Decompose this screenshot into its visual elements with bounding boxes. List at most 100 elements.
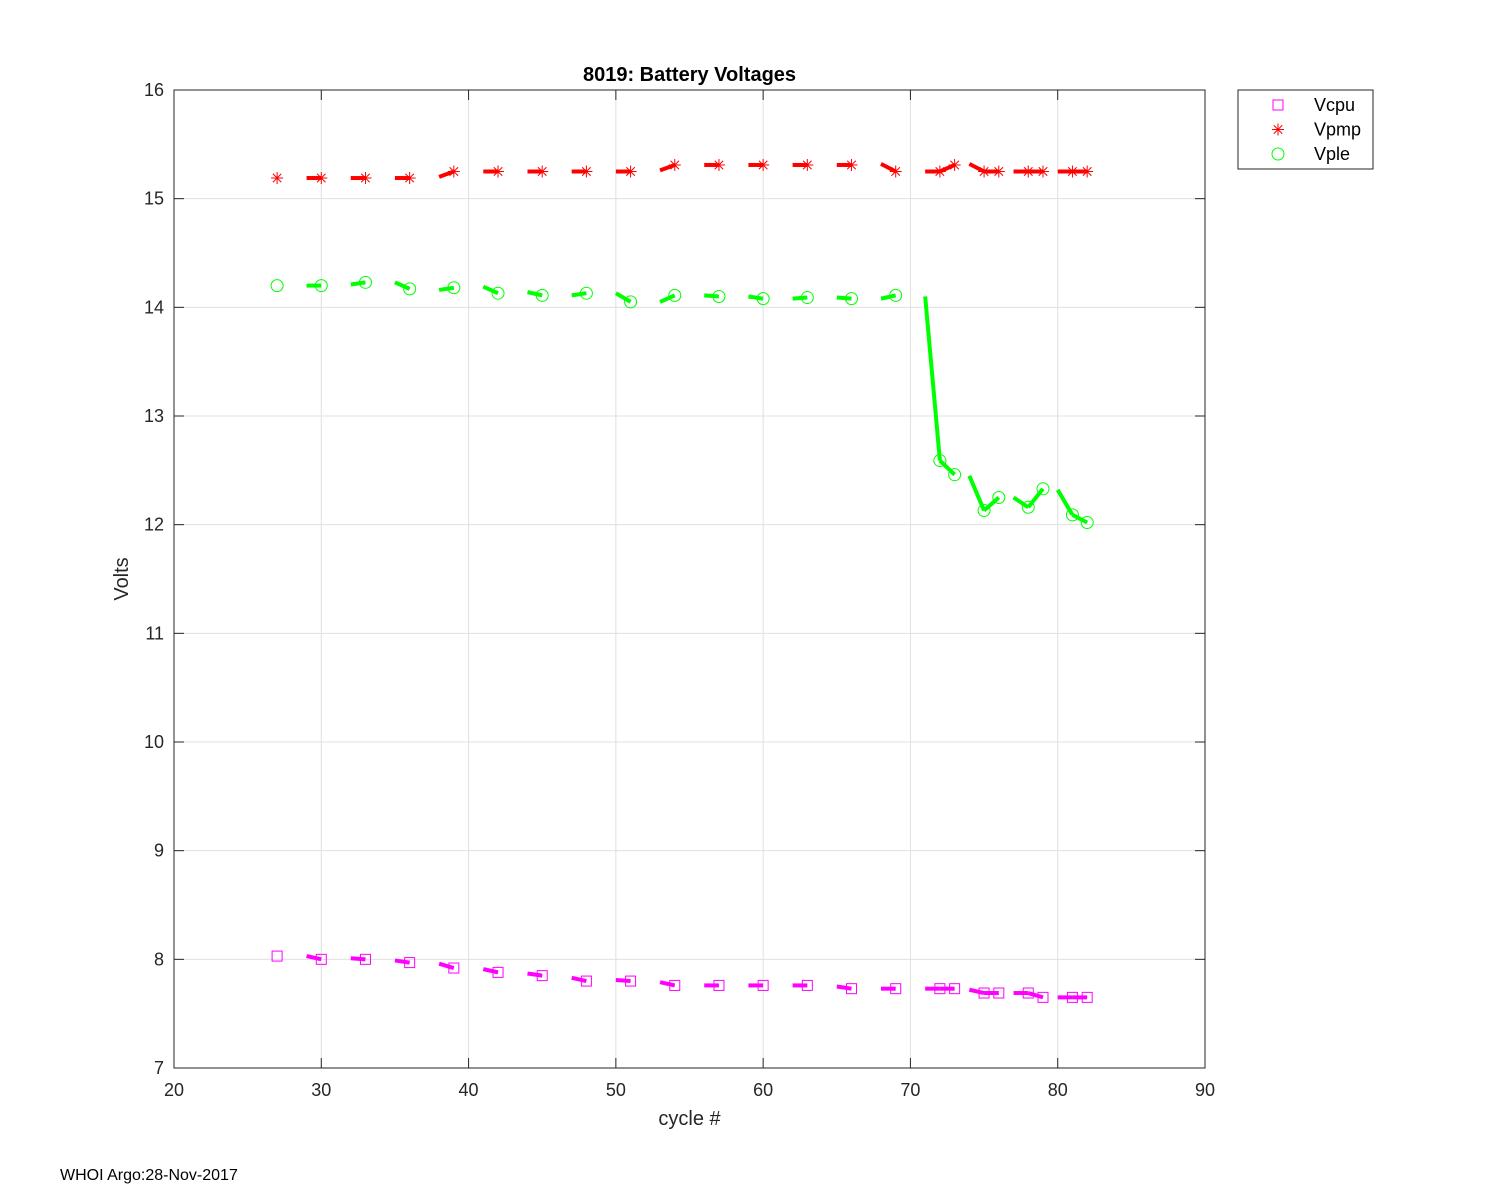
vple-point — [314, 279, 328, 293]
vcpu-segment — [968, 987, 985, 995]
vcpu-segment — [306, 954, 322, 962]
vcpu-segment — [394, 958, 410, 965]
vpmp-segment — [968, 162, 985, 174]
y-tick-label: 8 — [154, 949, 164, 969]
vple-point — [1080, 515, 1094, 529]
vple-segment — [1055, 488, 1075, 516]
chart-title: 8019: Battery Voltages — [583, 64, 796, 86]
y-tick-label: 11 — [145, 623, 164, 643]
x-tick-label: 40 — [459, 1080, 479, 1100]
vcpu-segment — [659, 980, 676, 988]
vcpu-segment — [350, 956, 366, 962]
vple-segment — [1071, 513, 1089, 525]
vple-segment — [527, 290, 543, 298]
vpmp-point — [271, 172, 284, 185]
vcpu-point — [580, 975, 592, 987]
vpmp-segment — [880, 162, 897, 174]
vpmp-point — [1081, 165, 1094, 178]
vpmp-point — [1036, 165, 1049, 178]
vcpu-point — [713, 979, 725, 991]
plot-frame — [173, 89, 1206, 1069]
vcpu-segment — [836, 984, 852, 991]
vcpu-point — [1081, 991, 1093, 1003]
vple-segment — [614, 291, 632, 304]
vcpu-point — [536, 970, 548, 982]
vple-point — [1021, 500, 1035, 514]
legend-item-vcpu: Vcpu — [1272, 95, 1355, 115]
vple-segment — [571, 291, 587, 298]
y-tick-label: 9 — [154, 841, 164, 861]
vpmp-point — [948, 158, 961, 171]
vcpu-point — [801, 979, 813, 991]
vple-point — [992, 491, 1006, 504]
vpmp-point — [801, 158, 814, 171]
vple-point — [756, 292, 770, 306]
vple-point — [933, 454, 947, 468]
vcpu-point — [404, 957, 416, 969]
vcpu-point — [846, 983, 858, 995]
series-vcpu — [271, 950, 1093, 1003]
vcpu-point — [448, 962, 460, 974]
vcpu-point — [271, 950, 283, 962]
vple-point — [1036, 482, 1050, 496]
vcpu-point — [1037, 991, 1049, 1003]
x-tick-label: 20 — [164, 1080, 184, 1100]
y-tick-label: 14 — [144, 297, 164, 317]
legend-vpmp-marker — [1272, 123, 1284, 136]
vple-segment — [659, 293, 676, 304]
footer-credit: WHOI Argo:28-Nov-2017 — [60, 1167, 238, 1184]
vpmp-segment — [659, 163, 676, 173]
vpmp-point — [712, 158, 725, 171]
vcpu-point — [1022, 987, 1034, 999]
vpmp-point — [492, 165, 505, 178]
x-tick-label: 80 — [1048, 1080, 1068, 1100]
vpmp-point — [889, 165, 902, 178]
vple-point — [977, 504, 991, 518]
vcpu-point — [625, 975, 637, 987]
vcpu-point — [978, 987, 990, 999]
legend-item-vpmp: Vpmp — [1272, 120, 1361, 140]
y-tick-label: 13 — [144, 406, 164, 426]
x-tick-label: 50 — [606, 1080, 626, 1100]
vple-point — [845, 292, 859, 306]
vple-point — [403, 282, 417, 296]
vple-segment — [880, 293, 897, 301]
y-tick-label: 15 — [144, 189, 164, 209]
legend-label: Vple — [1314, 144, 1350, 164]
vcpu-segment — [615, 977, 631, 984]
vple-point — [358, 275, 372, 289]
legend-label: Vpmp — [1314, 120, 1361, 140]
vcpu-point — [934, 983, 946, 995]
vple-point — [270, 279, 284, 293]
vcpu-point — [315, 953, 327, 965]
vpmp-point — [580, 165, 593, 178]
vple-point — [624, 295, 638, 309]
vpmp-point — [624, 165, 637, 178]
vple-segment — [350, 280, 366, 287]
vpmp-point — [992, 165, 1005, 178]
series-vpmp — [271, 158, 1094, 185]
x-tick-label: 90 — [1195, 1080, 1215, 1100]
vpmp-segment — [438, 169, 455, 179]
x-tick-label: 30 — [311, 1080, 331, 1100]
vple-segment — [982, 496, 1001, 513]
x-tick-label: 70 — [900, 1080, 920, 1100]
vple-point — [712, 289, 726, 303]
vpmp-point — [933, 165, 946, 178]
vpmp-point — [403, 172, 416, 185]
vcpu-segment — [482, 967, 499, 975]
vple-point — [491, 286, 505, 300]
y-axis-label: Volts — [111, 557, 133, 600]
series-vple — [270, 275, 1094, 529]
vple-segment — [438, 285, 455, 292]
vple-segment — [482, 284, 499, 296]
vpmp-segment — [939, 163, 956, 174]
vple-point — [535, 288, 549, 302]
vple-point — [948, 468, 962, 482]
vple-segment — [938, 459, 956, 477]
y-tick-label: 10 — [144, 732, 164, 752]
vple-point — [668, 288, 682, 302]
vcpu-point — [492, 966, 504, 978]
vcpu-point — [949, 983, 961, 995]
